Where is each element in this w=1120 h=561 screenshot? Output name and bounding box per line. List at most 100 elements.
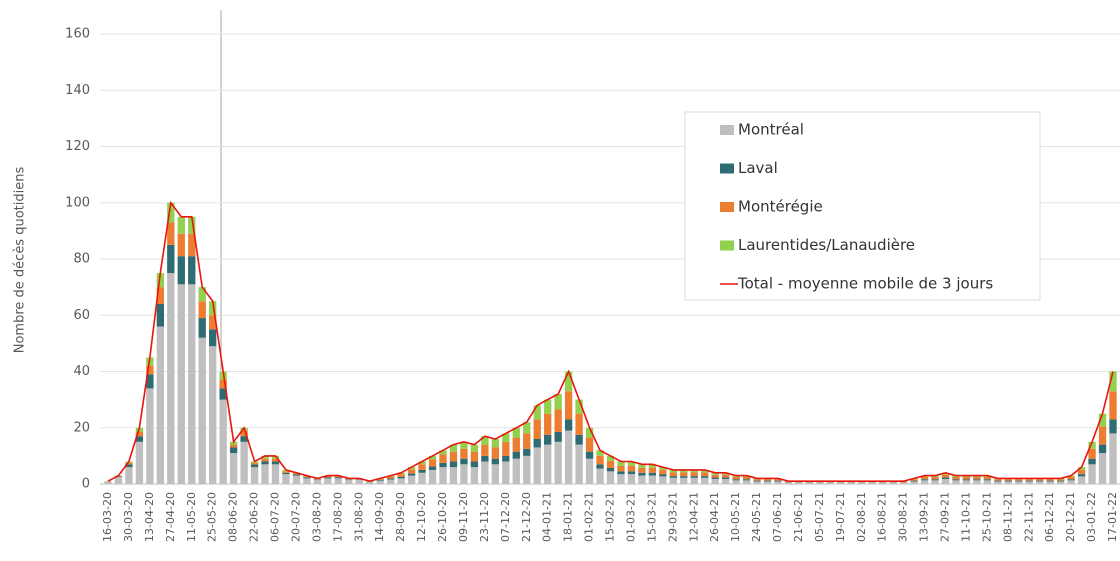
bar <box>627 465 636 472</box>
bar <box>983 479 992 481</box>
x-tick-label: 31-08-20 <box>352 492 365 542</box>
legend-label: Montréal <box>738 121 804 139</box>
bar <box>156 273 165 288</box>
y-tick-label: 160 <box>65 27 90 42</box>
bar <box>355 479 363 480</box>
bar <box>575 413 583 435</box>
x-tick-label: 15-03-21 <box>645 492 658 542</box>
bar <box>177 216 185 234</box>
bar <box>575 434 583 445</box>
bar <box>282 474 290 484</box>
bar <box>146 374 154 389</box>
bar <box>690 469 698 473</box>
bar <box>439 450 447 455</box>
bar <box>523 422 531 434</box>
bar <box>229 441 238 445</box>
bar <box>554 409 562 432</box>
bar <box>585 458 594 484</box>
bar <box>282 471 290 473</box>
x-tick-label: 19-07-21 <box>834 492 847 542</box>
bar <box>606 460 615 468</box>
bar <box>209 301 217 316</box>
y-tick-label: 100 <box>65 195 90 210</box>
legend-label: Total - moyenne mobile de 3 jours <box>737 275 993 293</box>
bar <box>596 455 604 465</box>
bar <box>659 467 667 470</box>
bar <box>334 477 342 479</box>
bar <box>271 458 280 462</box>
bar <box>680 476 688 478</box>
x-tick-label: 18-01-21 <box>562 492 575 542</box>
bar <box>1004 481 1012 484</box>
bar <box>146 388 154 484</box>
bar <box>994 480 1002 482</box>
bar <box>125 462 133 465</box>
bar <box>261 455 269 459</box>
bar <box>523 433 531 449</box>
bar <box>994 479 1002 481</box>
bar <box>596 468 604 484</box>
bar <box>617 465 625 472</box>
x-tick-label: 07-06-21 <box>771 492 784 542</box>
bar <box>198 301 206 319</box>
bar <box>334 478 342 484</box>
bar <box>554 431 562 442</box>
bar <box>544 413 552 435</box>
bar <box>449 467 458 484</box>
bar <box>753 479 761 481</box>
bar <box>324 477 332 479</box>
bar <box>1109 391 1117 420</box>
bar <box>250 462 259 465</box>
x-tick-label: 09-11-20 <box>457 492 470 542</box>
bar <box>941 477 950 479</box>
bar <box>648 467 657 473</box>
bar <box>847 482 855 484</box>
y-axis-label: Nombre de décès quotidiens <box>13 167 28 354</box>
bar <box>418 469 426 473</box>
bar <box>638 464 646 468</box>
bar <box>292 473 301 475</box>
bar <box>125 464 133 468</box>
bar <box>345 479 353 480</box>
bar <box>135 431 144 437</box>
bar <box>512 437 520 452</box>
bar <box>386 476 395 479</box>
bar <box>481 455 489 462</box>
bar <box>533 439 541 448</box>
bar <box>313 479 322 484</box>
bar <box>1025 480 1033 482</box>
bar <box>564 430 573 484</box>
bar <box>1088 441 1096 449</box>
bar <box>271 464 280 484</box>
bar <box>774 481 782 484</box>
bar <box>188 284 196 484</box>
bar <box>460 458 468 465</box>
bar <box>1109 433 1117 484</box>
bar <box>470 444 479 452</box>
bar <box>177 256 185 285</box>
bar <box>575 399 583 414</box>
bar <box>544 444 552 484</box>
x-tick-label: 21-06-21 <box>792 492 805 542</box>
bar <box>303 478 311 484</box>
bar <box>146 365 154 375</box>
bar <box>690 472 698 477</box>
bar <box>313 479 322 480</box>
bar <box>502 433 510 442</box>
bar <box>763 479 772 481</box>
bar <box>135 441 144 484</box>
bar <box>523 448 531 456</box>
line <box>107 200 1114 483</box>
bar <box>627 461 636 466</box>
bar <box>156 304 165 327</box>
bar <box>680 477 688 484</box>
x-tick-label: 13-09-21 <box>918 492 931 542</box>
x-tick-label: 11-05-20 <box>185 492 198 542</box>
bar <box>324 478 332 484</box>
bar <box>292 475 301 484</box>
bar <box>952 479 960 481</box>
bar <box>428 469 437 484</box>
bar <box>303 477 311 479</box>
bar <box>407 475 416 484</box>
bar <box>931 480 939 484</box>
